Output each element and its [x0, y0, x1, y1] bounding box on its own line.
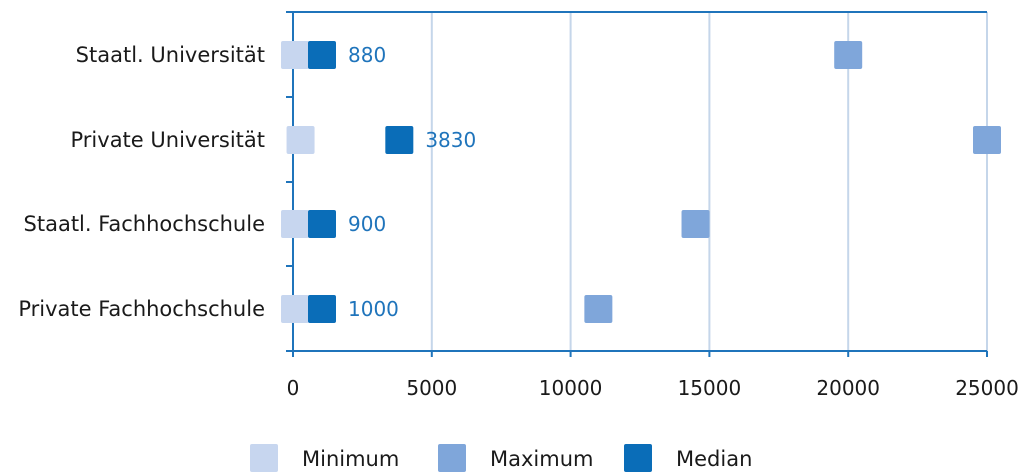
category-label: Private Fachhochschule — [18, 297, 265, 321]
category-label: Staatl. Universität — [76, 43, 265, 67]
x-tick-label: 5000 — [406, 376, 457, 400]
maximum-marker — [584, 295, 613, 323]
median-value-label: 900 — [348, 212, 386, 236]
median-marker — [385, 126, 414, 154]
minimum-marker — [281, 210, 309, 238]
maximum-marker — [973, 126, 1001, 154]
x-tick-label: 10000 — [539, 376, 603, 400]
category-labels: Staatl. Universität Private Universität St… — [18, 43, 265, 321]
median-value-label: 880 — [348, 43, 386, 67]
x-tick-label: 20000 — [816, 376, 880, 400]
x-tick-label: 25000 — [955, 376, 1019, 400]
legend-swatch — [250, 444, 278, 472]
x-tick-label: 15000 — [678, 376, 742, 400]
x-tick-labels: 0 5000 10000 15000 20000 25000 — [287, 376, 1019, 400]
legend-label: Maximum — [490, 447, 593, 471]
median-marker — [308, 41, 336, 69]
legend-label: Median — [676, 447, 752, 471]
legend-swatch — [624, 444, 652, 472]
legend-label: Minimum — [302, 447, 399, 471]
median-value-label: 1000 — [348, 297, 399, 321]
minimum-marker — [286, 126, 315, 154]
minimum-marker — [281, 41, 309, 69]
legend: Minimum Maximum Median — [250, 444, 752, 472]
median-marker — [308, 210, 336, 238]
minimum-marker — [281, 295, 309, 323]
data-labels: 880 3830 900 1000 — [348, 43, 476, 321]
median-marker — [308, 295, 336, 323]
maximum-marker — [681, 210, 710, 238]
legend-swatch — [438, 444, 466, 472]
maximum-marker — [834, 41, 863, 69]
median-value-label: 3830 — [425, 128, 476, 152]
markers — [281, 41, 1001, 323]
category-label: Private Universität — [71, 128, 266, 152]
gridlines — [430, 12, 988, 351]
category-label: Staatl. Fachhochschule — [24, 212, 265, 236]
x-tick-label: 0 — [287, 376, 300, 400]
